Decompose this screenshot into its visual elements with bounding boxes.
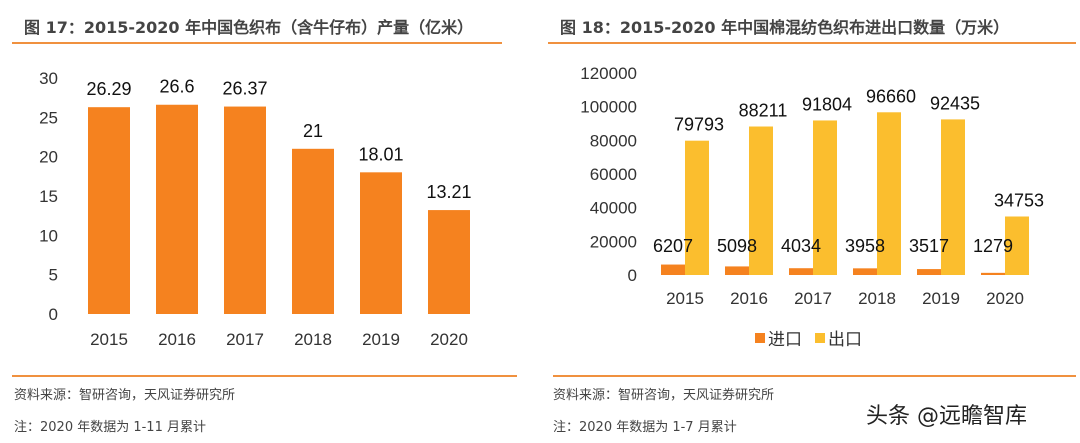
c1-ytick: 25 (39, 108, 58, 127)
c2-ytick: 100000 (580, 98, 637, 117)
c1-bar (292, 148, 334, 314)
c2-export-label: 34753 (994, 190, 1044, 210)
title-rule-left (12, 42, 502, 44)
c1-xtick: 2020 (430, 330, 468, 349)
c2-xtick: 2017 (794, 289, 832, 308)
chart1-note: 注：2020 年数据为 1-11 月累计 (14, 420, 206, 435)
c2-bar-export (877, 112, 901, 275)
c2-bar-import (853, 268, 877, 275)
c1-bar (360, 172, 402, 314)
c1-bar (428, 210, 470, 314)
c2-xtick: 2020 (986, 289, 1024, 308)
c2-bar-export (813, 120, 837, 276)
c2-bar-export (1005, 216, 1029, 275)
c2-ytick: 60000 (590, 165, 637, 184)
c1-value-label: 26.37 (222, 79, 267, 99)
c2-export-label: 96660 (866, 86, 916, 106)
c2-xtick: 2018 (858, 289, 896, 308)
c1-bar (88, 107, 130, 314)
footer-rule-right (553, 375, 1076, 377)
c1-value-label: 26.29 (86, 79, 131, 99)
c2-ytick: 20000 (590, 232, 637, 251)
c1-ytick: 0 (49, 305, 58, 324)
chart2-source: 资料来源：智研咨询，天风证券研究所 (553, 388, 775, 403)
title-rule-right (548, 42, 1076, 44)
chart2-note: 注：2020 年数据为 1-7 月累计 (553, 420, 737, 435)
c2-xtick: 2015 (666, 289, 704, 308)
c2-bar-import (789, 268, 813, 275)
c2-import-label: 3517 (909, 236, 949, 256)
c1-xtick: 2017 (226, 330, 264, 349)
c2-import-label: 4034 (781, 236, 821, 256)
c1-value-label: 26.6 (159, 77, 194, 97)
c1-bar (156, 104, 198, 314)
c1-xtick: 2016 (158, 330, 196, 349)
c2-xtick: 2016 (730, 289, 768, 308)
legend-label-import: 进口 (768, 330, 802, 349)
c2-ytick: 40000 (590, 199, 637, 218)
legend-swatch-export (815, 333, 825, 343)
c1-ytick: 20 (39, 148, 58, 167)
c1-value-label: 21 (303, 121, 323, 141)
c2-export-label: 79793 (674, 115, 724, 135)
c2-import-label: 1279 (973, 236, 1013, 256)
chart1-source: 资料来源：智研咨询，天风证券研究所 (14, 388, 236, 403)
c2-bar-import (725, 266, 749, 275)
c2-import-label: 3958 (845, 236, 885, 256)
c1-ytick: 30 (39, 69, 58, 88)
legend-label-export: 出口 (828, 330, 862, 349)
c2-bar-import (661, 264, 685, 275)
c2-ytick: 0 (628, 266, 637, 285)
c1-value-label: 18.01 (358, 144, 403, 164)
chart2-title: 图 18：2015-2020 年中国棉混纺色织布进出口数量（万米） (560, 18, 1010, 37)
c2-bar-import (981, 272, 1005, 275)
c1-xtick: 2015 (90, 330, 128, 349)
c2-export-label: 92435 (930, 93, 980, 113)
c2-export-label: 88211 (739, 101, 788, 121)
c2-ytick: 80000 (590, 131, 637, 150)
c1-ytick: 10 (39, 226, 58, 245)
c2-bar-import (917, 269, 941, 275)
footer-rule-left (12, 375, 517, 377)
c1-ytick: 15 (39, 187, 58, 206)
c2-bar-export (749, 126, 773, 276)
c2-import-label: 6207 (653, 236, 693, 256)
c1-ytick: 5 (49, 266, 58, 285)
watermark: 头条 @远瞻智库 (866, 404, 1027, 429)
c1-value-label: 13.21 (426, 182, 471, 202)
c1-xtick: 2018 (294, 330, 332, 349)
c2-import-label: 5098 (717, 236, 757, 256)
c1-xtick: 2019 (362, 330, 400, 349)
c2-ytick: 120000 (580, 64, 637, 83)
c1-bar (224, 106, 266, 314)
chart1-title: 图 17：2015-2020 年中国色织布（含牛仔布）产量（亿米） (24, 18, 474, 37)
legend-swatch-import (755, 333, 765, 343)
c2-bar-export (685, 140, 709, 275)
c2-export-label: 91804 (802, 94, 852, 114)
c2-bar-export (941, 119, 965, 275)
c2-xtick: 2019 (922, 289, 960, 308)
